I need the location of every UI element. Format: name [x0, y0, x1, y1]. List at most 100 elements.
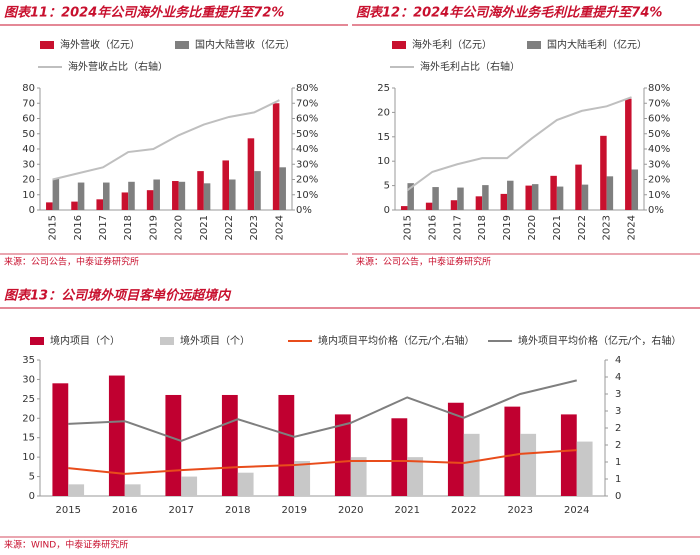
y2-tick-label: 70%: [648, 98, 670, 109]
y-tick-label: 70: [22, 98, 35, 109]
x-tick-label: 2023: [508, 505, 533, 516]
legend-label: 海外营收（亿元）: [60, 38, 140, 51]
y2-tick-label: 60%: [296, 114, 318, 125]
legend-label: 境内项目平均价格（亿元/个,右轴）: [318, 334, 475, 347]
x-tick-label: 2015: [56, 505, 81, 516]
bar: [52, 383, 69, 496]
x-tick-label: 2019: [148, 215, 159, 240]
legend-label: 海外毛利占比（右轴）: [420, 60, 520, 73]
x-tick-label: 2019: [502, 215, 513, 240]
bar: [247, 138, 255, 210]
bar: [631, 169, 639, 210]
bar: [221, 394, 238, 496]
line: [68, 379, 577, 442]
bar: [507, 180, 514, 210]
bar: [197, 171, 204, 210]
legend-label: 境内项目（个）: [50, 334, 120, 347]
bar: [153, 179, 160, 210]
x-tick-label: 2018: [123, 215, 134, 240]
y2-tick-label: 40%: [296, 144, 318, 155]
bar: [68, 484, 85, 496]
x-tick-label: 2022: [451, 505, 476, 516]
x-tick-label: 2020: [527, 215, 538, 240]
y2-tick-label: 30%: [648, 159, 670, 170]
x-tick-label: 2015: [402, 215, 413, 240]
x-tick-label: 2021: [199, 215, 210, 240]
legend-swatch: [30, 337, 44, 345]
bar: [222, 160, 229, 210]
source: 来源：公司公告，中泰证券研究所: [4, 256, 139, 268]
y2-tick-label: 0%: [296, 205, 312, 216]
bar: [46, 202, 53, 210]
bar: [71, 201, 78, 210]
y2-tick-label: 3: [615, 389, 621, 400]
bar: [400, 206, 408, 210]
y-tick-label: 50: [22, 129, 35, 140]
x-tick-label: 2018: [225, 505, 250, 516]
bar: [121, 192, 129, 210]
bar: [450, 200, 458, 210]
chart-title: 图表13：公司境外项目客单价远超境内: [4, 288, 232, 304]
y-tick-label: 30: [22, 159, 35, 170]
bar: [254, 171, 261, 210]
y2-tick-label: 50%: [296, 129, 318, 140]
bar: [52, 178, 60, 210]
bar: [600, 135, 607, 210]
bar: [432, 187, 439, 210]
bar: [407, 457, 424, 496]
line: [68, 449, 577, 475]
bar: [77, 182, 85, 210]
x-tick-label: 2022: [224, 215, 235, 240]
y-tick-label: 15: [22, 433, 35, 444]
x-tick-label: 2018: [477, 215, 488, 240]
bar: [625, 98, 632, 210]
x-tick-label: 2022: [577, 215, 588, 240]
bar: [108, 375, 125, 496]
bar: [128, 181, 135, 210]
source: 来源：WIND，中泰证券研究所: [4, 539, 128, 551]
bar: [96, 199, 103, 210]
bar: [181, 476, 198, 496]
y2-tick-label: 50%: [648, 129, 670, 140]
y2-tick-label: 0: [615, 491, 621, 502]
y-tick-label: 0: [29, 205, 35, 216]
x-tick-label: 2017: [169, 505, 194, 516]
y-tick-label: 80: [22, 83, 35, 94]
legend-swatch: [392, 41, 406, 49]
x-tick-label: 2016: [112, 505, 137, 516]
y-tick-label: 10: [22, 452, 35, 463]
x-tick-label: 2020: [338, 505, 363, 516]
bar: [504, 406, 521, 496]
y-tick-label: 20: [22, 175, 35, 186]
y2-tick-label: 1: [615, 457, 621, 468]
legend-swatch: [527, 41, 541, 49]
legend-swatch: [40, 41, 54, 49]
y-tick-label: 35: [22, 355, 35, 366]
bar: [576, 441, 593, 496]
bar: [272, 103, 280, 210]
y2-tick-label: 40%: [648, 144, 670, 155]
bar: [447, 402, 464, 496]
legend-label: 海外毛利（亿元）: [412, 38, 492, 51]
bar: [525, 185, 532, 210]
x-tick-label: 2023: [602, 215, 613, 240]
bar: [550, 175, 557, 210]
bar: [425, 202, 433, 210]
chart: 图表12：2024年公司海外业务毛利比重提升至74% 来源：公司公告，中泰证券研究…: [352, 5, 700, 268]
y2-tick-label: 20%: [296, 175, 318, 186]
y2-tick-label: 10%: [296, 190, 318, 201]
chart-title: 图表11：2024年公司海外业务比重提升至72%: [4, 5, 284, 21]
legend-swatch: [160, 337, 174, 345]
legend-swatch: [175, 41, 189, 49]
x-tick-label: 2020: [174, 215, 185, 240]
y2-tick-label: 4: [615, 372, 621, 383]
y-tick-label: 15: [377, 132, 390, 143]
x-tick-label: 2024: [274, 215, 285, 240]
bar: [391, 418, 408, 496]
y-tick-label: 10: [22, 190, 35, 201]
bar: [407, 183, 414, 210]
y-tick-label: 5: [384, 181, 390, 192]
x-tick-label: 2021: [395, 505, 420, 516]
bar: [556, 186, 564, 210]
x-tick-label: 2019: [282, 505, 307, 516]
